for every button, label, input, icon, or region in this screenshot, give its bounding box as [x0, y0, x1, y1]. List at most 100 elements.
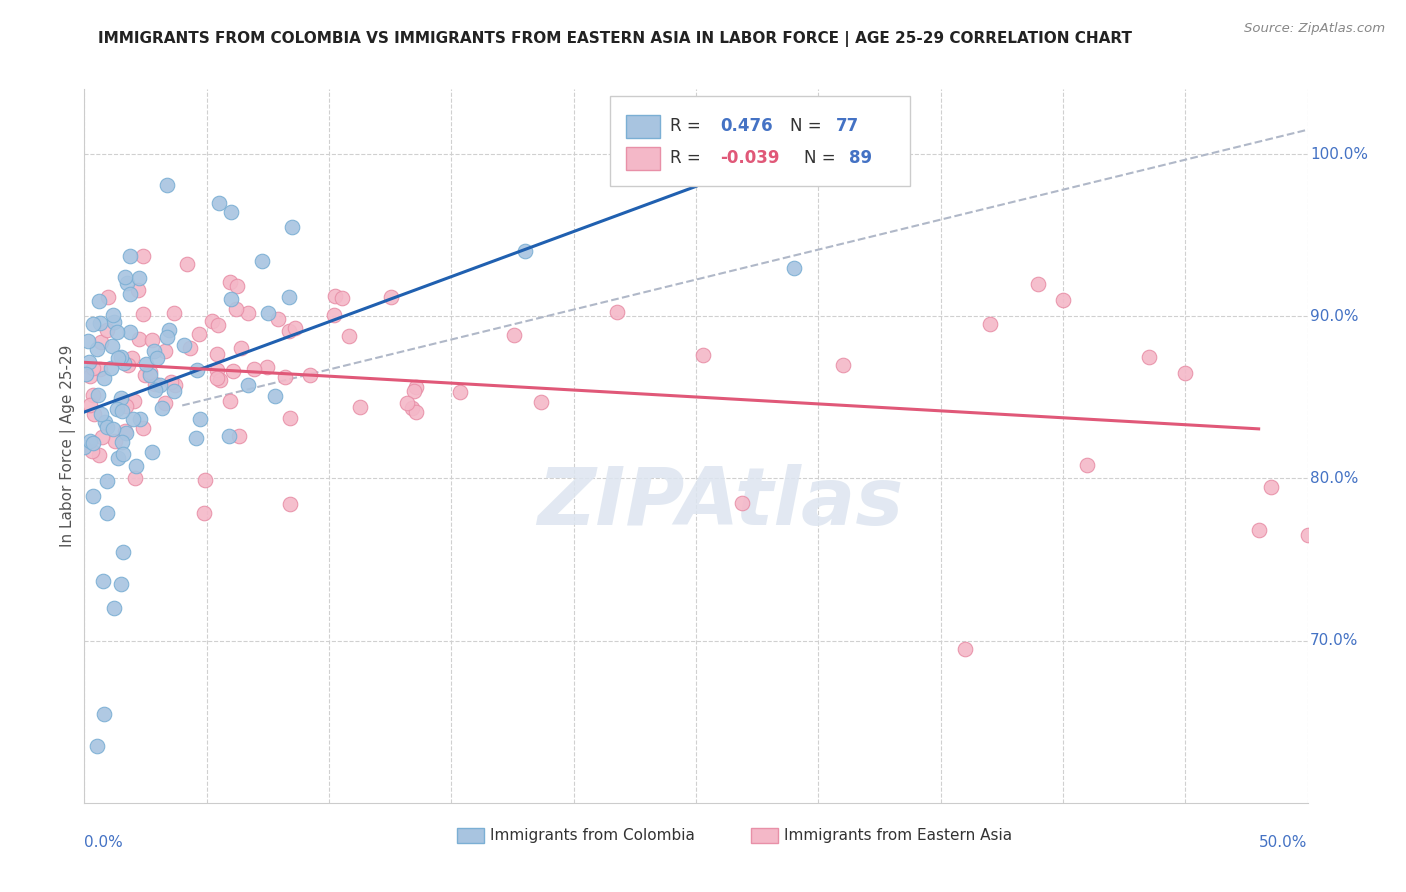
Text: 90.0%: 90.0%: [1310, 309, 1358, 324]
Text: R =: R =: [671, 118, 706, 136]
Point: [831, 358, 853, 372]
Point: [82, 489, 104, 503]
Point: [101, 421, 124, 435]
Point: [118, 249, 141, 263]
Point: [502, 328, 524, 343]
Text: 80.0%: 80.0%: [1310, 471, 1358, 486]
Point: [278, 497, 301, 511]
Point: [135, 357, 157, 371]
Point: [219, 393, 242, 408]
Text: Source: ZipAtlas.com: Source: ZipAtlas.com: [1244, 22, 1385, 36]
Point: [274, 369, 297, 384]
Point: [101, 339, 124, 353]
Point: [103, 315, 125, 329]
Point: [222, 364, 245, 378]
Point: [93, 574, 115, 588]
Point: [100, 361, 122, 376]
Point: [111, 435, 134, 450]
Point: [82, 387, 104, 401]
Point: [405, 405, 427, 419]
Point: [207, 318, 229, 332]
Point: [193, 507, 215, 521]
Point: [186, 363, 208, 377]
Point: [114, 269, 136, 284]
Point: [143, 377, 166, 392]
Point: [530, 394, 553, 409]
Point: [231, 341, 253, 355]
Point: [79, 369, 101, 384]
Point: [96, 420, 118, 434]
Point: [114, 424, 136, 438]
Point: [225, 279, 247, 293]
Point: [112, 355, 135, 369]
Point: [606, 304, 628, 318]
Point: [201, 314, 224, 328]
Point: [149, 378, 172, 392]
Point: [89, 316, 111, 330]
Point: [131, 307, 153, 321]
Point: [184, 431, 207, 445]
Point: [1247, 524, 1270, 538]
Point: [86, 342, 108, 356]
Point: [236, 305, 259, 319]
Text: N =: N =: [790, 118, 827, 136]
Point: [330, 291, 353, 305]
Point: [93, 706, 115, 721]
Point: [114, 426, 136, 441]
Point: [979, 318, 1001, 332]
Point: [77, 355, 100, 369]
Point: [97, 289, 120, 303]
Point: [163, 306, 186, 320]
Point: [205, 347, 228, 361]
Point: [1052, 293, 1074, 307]
Text: 89: 89: [849, 150, 872, 168]
Point: [207, 371, 229, 385]
Point: [221, 292, 243, 306]
Point: [156, 178, 179, 192]
Point: [156, 330, 179, 344]
Point: [250, 254, 273, 268]
Point: [121, 351, 143, 366]
Point: [256, 359, 278, 374]
Point: [218, 429, 240, 443]
Point: [1174, 366, 1197, 380]
Point: [953, 641, 976, 656]
Point: [83, 407, 105, 421]
Point: [165, 377, 187, 392]
Point: [87, 448, 110, 462]
Point: [1076, 458, 1098, 473]
Point: [73, 440, 96, 454]
Point: [281, 220, 304, 235]
Point: [82, 318, 104, 332]
Point: [1137, 350, 1160, 364]
Point: [132, 249, 155, 263]
Point: [219, 204, 242, 219]
Point: [278, 411, 301, 425]
Point: [91, 429, 114, 443]
Point: [82, 444, 104, 458]
Point: [107, 351, 129, 365]
Point: [209, 373, 232, 387]
Point: [278, 325, 301, 339]
Point: [115, 276, 138, 290]
Point: [111, 404, 134, 418]
Point: [96, 323, 118, 337]
Point: [141, 333, 163, 347]
Point: [322, 308, 344, 322]
Point: [401, 401, 423, 415]
Point: [139, 365, 162, 379]
Point: [256, 306, 278, 320]
Point: [90, 407, 112, 421]
Point: [122, 412, 145, 426]
Point: [207, 363, 229, 377]
Point: [402, 384, 425, 398]
Point: [128, 332, 150, 346]
Point: [75, 367, 97, 381]
Text: Immigrants from Colombia: Immigrants from Colombia: [491, 828, 696, 843]
Point: [131, 421, 153, 435]
Point: [79, 434, 101, 449]
Point: [104, 434, 127, 449]
Point: [127, 283, 149, 297]
Text: IMMIGRANTS FROM COLOMBIA VS IMMIGRANTS FROM EASTERN ASIA IN LABOR FORCE | AGE 25: IMMIGRANTS FROM COLOMBIA VS IMMIGRANTS F…: [98, 31, 1132, 47]
Point: [122, 394, 145, 409]
